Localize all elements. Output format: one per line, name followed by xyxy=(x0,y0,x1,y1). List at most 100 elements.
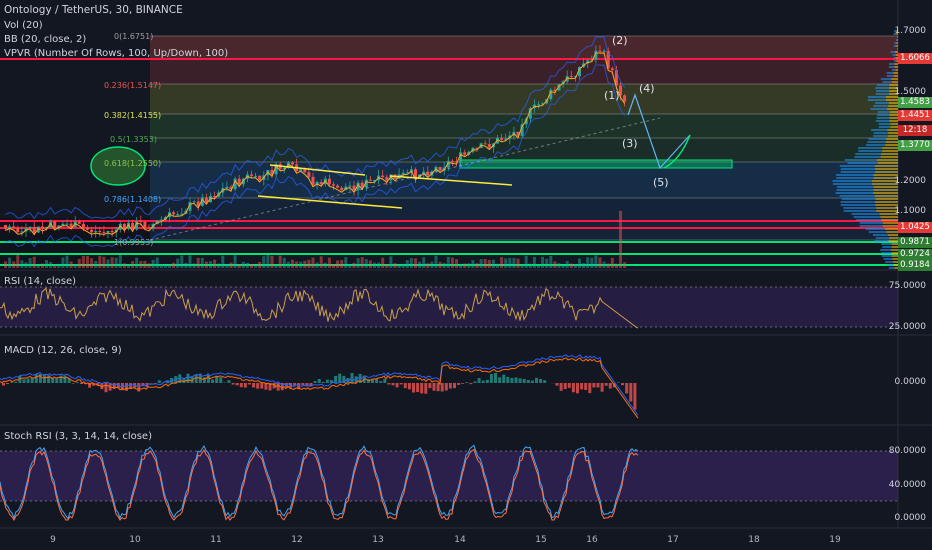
vpvr-bar xyxy=(893,75,898,77)
volume-bar xyxy=(315,262,319,268)
vpvr-bar xyxy=(882,147,898,149)
candle-body xyxy=(549,89,553,100)
candle-body xyxy=(254,175,258,177)
candle-body xyxy=(40,226,44,229)
macd-histogram xyxy=(588,383,592,394)
volume-indicator-label[interactable]: Vol (20) xyxy=(4,20,43,31)
vpvr-indicator-label[interactable]: VPVR (Number Of Rows, 100, Up/Down, 100) xyxy=(4,48,229,59)
vpvr-bar xyxy=(891,252,898,254)
candle-body xyxy=(557,84,561,91)
vpvr-bar xyxy=(890,123,898,125)
volume-bar xyxy=(221,255,225,268)
vpvr-bar xyxy=(889,63,895,65)
macd-histogram xyxy=(141,383,145,386)
macd-histogram xyxy=(395,383,399,388)
volume-bar xyxy=(414,258,417,268)
macd-histogram xyxy=(129,383,133,389)
macd-histogram xyxy=(608,383,612,389)
vpvr-bar xyxy=(854,156,881,158)
vpvr-bar xyxy=(897,39,898,41)
volume-bar xyxy=(8,257,12,268)
volume-bar xyxy=(573,264,577,268)
macd-histogram xyxy=(477,377,481,383)
stoch-pane-title[interactable]: Stoch RSI (3, 3, 14, 14, close) xyxy=(4,431,152,442)
volume-bar xyxy=(94,260,98,268)
date-tick: 16 xyxy=(586,535,598,545)
volume-bar xyxy=(623,262,627,268)
candle-body xyxy=(139,221,143,223)
candle-body xyxy=(225,186,229,189)
candle-body xyxy=(373,180,376,182)
vpvr-bar xyxy=(840,168,876,170)
macd-pane-title[interactable]: MACD (12, 26, close, 9) xyxy=(4,345,122,356)
macd-histogram xyxy=(256,383,260,389)
volume-bar xyxy=(594,255,598,268)
vpvr-bar xyxy=(881,219,898,221)
volume-bar xyxy=(65,255,69,268)
vpvr-bar xyxy=(858,147,883,149)
wave-label-1: (1) xyxy=(604,89,620,102)
candle-body xyxy=(610,68,614,71)
vpvr-bar xyxy=(873,177,898,179)
vpvr-bar xyxy=(873,186,898,188)
vpvr-bar xyxy=(876,210,898,212)
volume-bar xyxy=(508,257,512,268)
vpvr-bar xyxy=(865,228,886,230)
candle-body xyxy=(463,152,467,155)
candle-body xyxy=(459,152,463,163)
volume-bar xyxy=(266,255,270,268)
candle-body xyxy=(94,231,98,233)
macd-histogram xyxy=(416,383,420,393)
macd-histogram xyxy=(469,383,473,385)
stoch-band xyxy=(0,451,898,501)
vpvr-bar xyxy=(894,267,898,269)
macd-histogram xyxy=(387,383,391,385)
vpvr-bar xyxy=(886,108,898,110)
date-tick: 9 xyxy=(50,535,56,545)
volume-bar xyxy=(40,263,44,268)
macd-histogram xyxy=(375,378,379,383)
candle-body xyxy=(192,201,196,203)
macd-histogram xyxy=(43,375,46,383)
macd-histogram xyxy=(223,382,227,383)
volume-bar xyxy=(450,257,454,268)
volume-bar xyxy=(114,257,118,268)
price-tag-bb: 1.3770 xyxy=(898,140,932,151)
volume-bar xyxy=(496,263,499,268)
rsi-pane-title[interactable]: RSI (14, close) xyxy=(4,276,77,287)
volume-bar xyxy=(200,257,204,268)
macd-histogram xyxy=(100,383,104,390)
vpvr-bar xyxy=(891,243,898,245)
vpvr-bar xyxy=(889,237,898,239)
macd-histogram xyxy=(166,380,169,383)
volume-bar xyxy=(471,260,475,268)
price-tick: 1.2000 xyxy=(894,176,927,186)
vpvr-bar xyxy=(896,33,898,35)
vpvr-bar xyxy=(888,132,898,134)
vpvr-bar xyxy=(888,240,898,242)
date-tick: 10 xyxy=(129,535,141,545)
bollinger-indicator-label[interactable]: BB (20, close, 2) xyxy=(4,34,87,45)
volume-bar xyxy=(286,261,290,268)
vpvr-bar xyxy=(880,156,898,158)
vpvr-bar xyxy=(865,144,886,146)
vpvr-bar xyxy=(875,102,889,104)
volume-bar xyxy=(131,261,135,268)
candle-body xyxy=(98,231,102,233)
volume-bar xyxy=(147,263,151,268)
volume-bar xyxy=(368,260,372,268)
vpvr-bar xyxy=(840,204,876,206)
macd-histogram xyxy=(26,378,30,383)
vpvr-bar xyxy=(886,96,898,98)
fib-zone xyxy=(150,36,898,58)
candle-body xyxy=(487,144,491,148)
volume-bar xyxy=(151,259,155,268)
vpvr-bar xyxy=(892,258,898,260)
vpvr-bar xyxy=(886,231,898,233)
vpvr-bar xyxy=(859,222,883,224)
vpvr-bar xyxy=(878,123,891,125)
vpvr-bar xyxy=(888,105,898,107)
vpvr-bar xyxy=(886,75,894,77)
